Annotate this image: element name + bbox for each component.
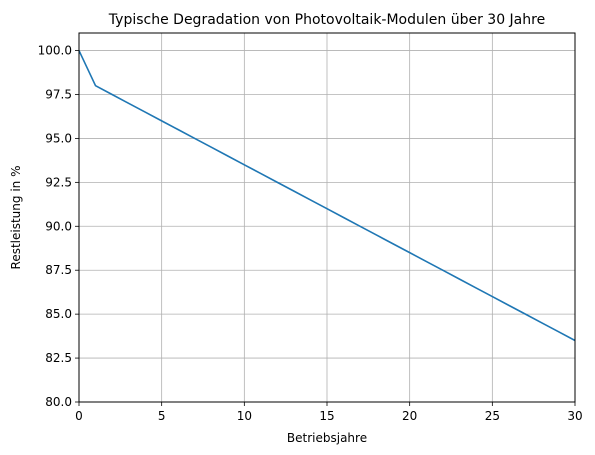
y-tick-label: 100.0 (38, 44, 72, 58)
x-tick-label: 0 (75, 409, 83, 423)
chart-title: Typische Degradation von Photovoltaik-Mo… (108, 12, 545, 28)
x-tick-label: 15 (319, 409, 334, 423)
x-tick-label: 20 (402, 409, 417, 423)
x-axis-title: Betriebsjahre (287, 431, 367, 445)
y-tick-label: 97.5 (45, 88, 72, 102)
y-tick-label: 85.0 (45, 307, 72, 321)
y-axis-ticks: 80.0 82.5 85.0 87.5 90.0 92.5 95.0 97.5 100.0 (38, 44, 79, 409)
x-tick-label: 5 (158, 409, 166, 423)
x-tick-label: 30 (567, 409, 582, 423)
y-tick-label: 90.0 (45, 219, 72, 233)
x-tick-label: 10 (237, 409, 252, 423)
y-tick-label: 80.0 (45, 395, 72, 409)
series-layer (78, 50, 576, 342)
y-tick-label: 82.5 (45, 351, 72, 365)
x-tick-label: 25 (485, 409, 500, 423)
x-axis-ticks: 0 5 10 15 20 25 30 (75, 402, 583, 423)
y-tick-label: 92.5 (45, 175, 72, 189)
y-axis-title: Restleistung in % (9, 166, 23, 270)
grid (78, 33, 576, 403)
y-tick-label: 95.0 (45, 131, 72, 145)
y-tick-label: 87.5 (45, 263, 72, 277)
series-line (78, 50, 576, 342)
